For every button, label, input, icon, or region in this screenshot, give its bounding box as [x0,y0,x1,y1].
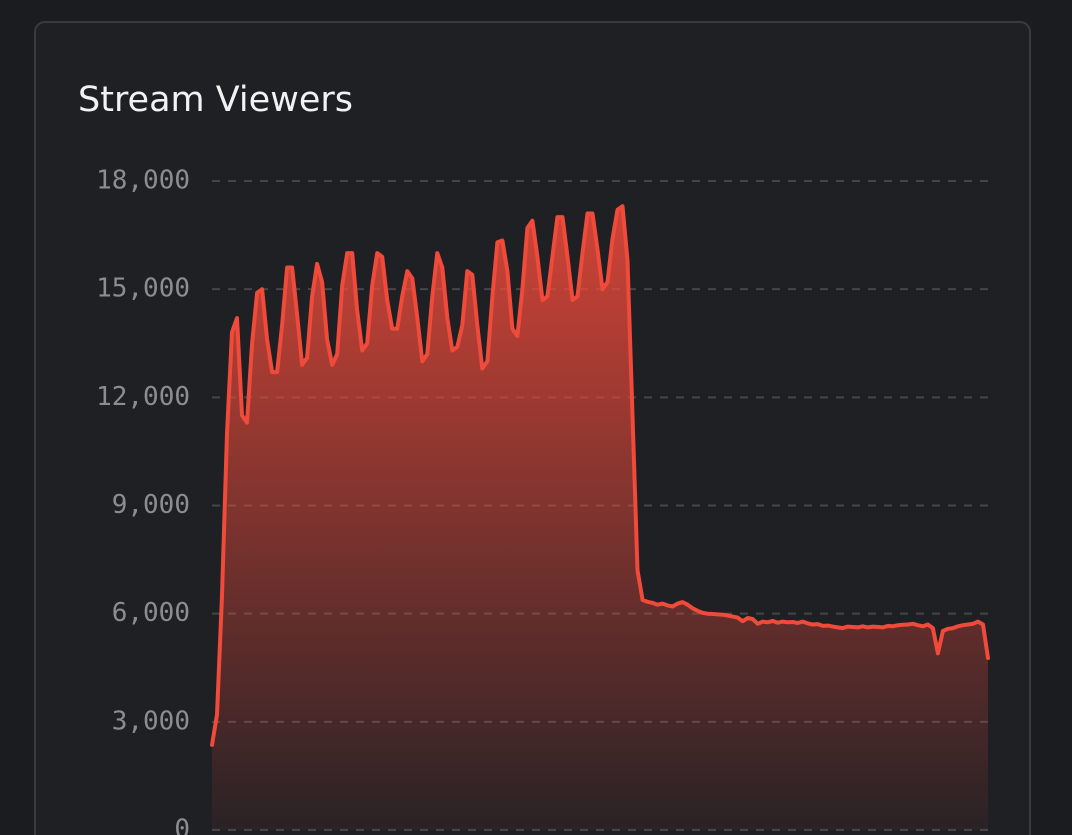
plot [210,204,990,830]
y-tick-label: 9,000 [112,490,190,520]
y-tick-label: 0 [174,815,190,835]
y-tick-label: 12,000 [96,382,190,412]
line [210,204,990,747]
y-tick-label: 15,000 [96,274,190,304]
area [212,206,988,830]
chart-title: Stream Viewers [78,80,353,120]
y-tick-label: 18,000 [96,166,190,196]
y-tick-label: 3,000 [112,706,190,736]
y-tick-label: 6,000 [112,598,190,628]
